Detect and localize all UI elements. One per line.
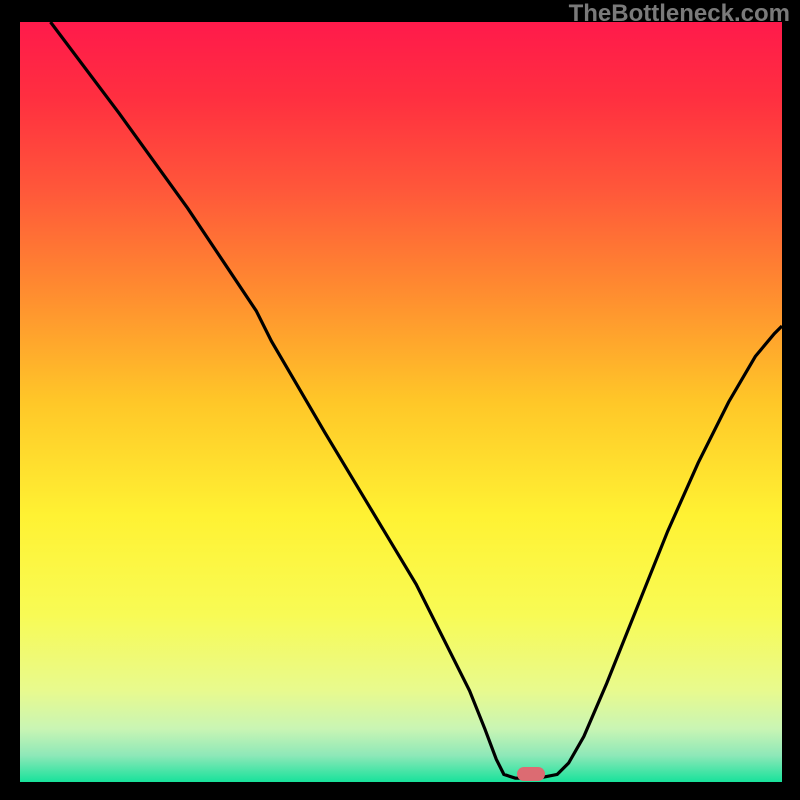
bottleneck-curve — [50, 22, 782, 778]
minimum-marker — [517, 767, 545, 781]
curve-layer — [20, 22, 782, 782]
plot-area — [20, 22, 782, 782]
watermark-text: TheBottleneck.com — [569, 0, 790, 28]
chart-container: TheBottleneck.com — [0, 0, 800, 800]
